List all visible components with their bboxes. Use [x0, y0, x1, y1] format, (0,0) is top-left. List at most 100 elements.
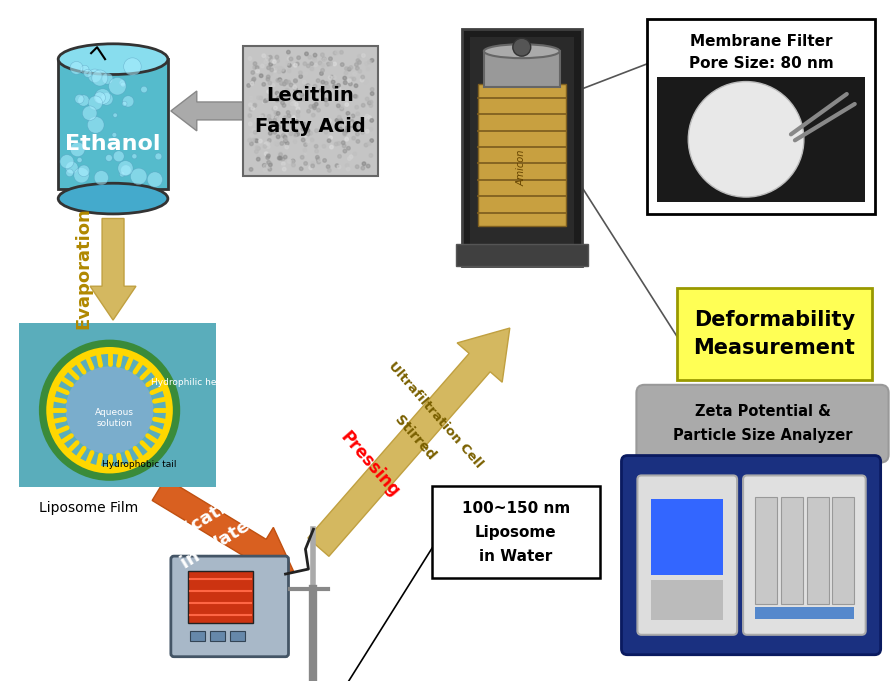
- Circle shape: [296, 110, 299, 114]
- Circle shape: [255, 66, 258, 70]
- Circle shape: [367, 116, 371, 119]
- Circle shape: [347, 157, 350, 160]
- Circle shape: [283, 167, 286, 171]
- Circle shape: [304, 52, 308, 56]
- Circle shape: [256, 70, 259, 73]
- Circle shape: [262, 164, 266, 167]
- Circle shape: [356, 140, 359, 143]
- Circle shape: [369, 119, 373, 122]
- Circle shape: [328, 136, 332, 140]
- Bar: [461, 29, 581, 266]
- Circle shape: [325, 103, 328, 106]
- Circle shape: [349, 65, 352, 70]
- Circle shape: [306, 129, 309, 132]
- Circle shape: [292, 85, 296, 89]
- Circle shape: [314, 98, 317, 101]
- Text: in Water: in Water: [177, 512, 260, 572]
- Circle shape: [266, 90, 270, 93]
- Circle shape: [350, 124, 354, 128]
- Circle shape: [315, 129, 318, 132]
- Text: Fatty Acid: Fatty Acid: [255, 117, 366, 136]
- Circle shape: [278, 66, 282, 70]
- Circle shape: [352, 72, 356, 76]
- Circle shape: [71, 142, 85, 157]
- Circle shape: [351, 148, 355, 152]
- Circle shape: [276, 98, 280, 102]
- Circle shape: [317, 158, 321, 162]
- Circle shape: [351, 136, 355, 140]
- Circle shape: [262, 54, 266, 57]
- Bar: [469, 38, 573, 258]
- Circle shape: [311, 89, 315, 93]
- Circle shape: [283, 116, 287, 119]
- Circle shape: [355, 67, 358, 70]
- Circle shape: [253, 62, 257, 65]
- Circle shape: [302, 122, 306, 125]
- Circle shape: [266, 155, 269, 160]
- Circle shape: [367, 60, 371, 64]
- Circle shape: [105, 155, 113, 162]
- Circle shape: [313, 85, 316, 88]
- Circle shape: [358, 61, 361, 64]
- Circle shape: [289, 83, 292, 87]
- Circle shape: [360, 78, 364, 82]
- Circle shape: [289, 57, 292, 61]
- Circle shape: [327, 168, 331, 173]
- Circle shape: [337, 115, 341, 119]
- Circle shape: [249, 96, 252, 100]
- Circle shape: [291, 110, 295, 114]
- Circle shape: [334, 164, 339, 167]
- Circle shape: [287, 57, 291, 60]
- Circle shape: [286, 50, 290, 54]
- Circle shape: [100, 93, 113, 105]
- Circle shape: [335, 50, 339, 55]
- Circle shape: [254, 138, 257, 142]
- Circle shape: [277, 156, 281, 160]
- Circle shape: [274, 116, 278, 119]
- Circle shape: [88, 69, 102, 83]
- Circle shape: [274, 55, 278, 59]
- Circle shape: [351, 77, 355, 81]
- Circle shape: [314, 145, 317, 148]
- FancyBboxPatch shape: [636, 385, 888, 462]
- Circle shape: [260, 64, 264, 68]
- Circle shape: [303, 143, 307, 147]
- Circle shape: [248, 114, 251, 117]
- Circle shape: [369, 114, 373, 117]
- Circle shape: [349, 122, 352, 125]
- Bar: [230, 631, 244, 641]
- Circle shape: [316, 108, 320, 112]
- Circle shape: [337, 155, 341, 158]
- Text: Amicon: Amicon: [516, 149, 527, 186]
- Circle shape: [88, 117, 104, 133]
- Circle shape: [282, 104, 285, 107]
- Circle shape: [359, 125, 363, 129]
- Circle shape: [336, 84, 340, 87]
- Circle shape: [280, 142, 283, 145]
- Circle shape: [321, 126, 325, 130]
- FancyBboxPatch shape: [171, 556, 288, 657]
- Circle shape: [296, 107, 299, 110]
- Polygon shape: [90, 218, 136, 320]
- Circle shape: [687, 82, 803, 197]
- Circle shape: [253, 65, 257, 70]
- Circle shape: [307, 109, 310, 113]
- Circle shape: [65, 366, 153, 454]
- Circle shape: [310, 164, 314, 168]
- Circle shape: [299, 96, 303, 100]
- Text: Hydrophobic tail: Hydrophobic tail: [102, 460, 176, 469]
- Circle shape: [340, 107, 343, 110]
- Circle shape: [272, 107, 275, 111]
- Text: Lecithin: Lecithin: [266, 85, 354, 104]
- Circle shape: [281, 101, 284, 104]
- Circle shape: [345, 164, 349, 167]
- Circle shape: [306, 84, 309, 87]
- Circle shape: [268, 132, 272, 135]
- Circle shape: [304, 72, 308, 76]
- Circle shape: [311, 162, 315, 165]
- Circle shape: [323, 159, 326, 162]
- Circle shape: [337, 87, 341, 91]
- Bar: [188, 571, 252, 623]
- Circle shape: [366, 68, 369, 71]
- Circle shape: [304, 151, 308, 154]
